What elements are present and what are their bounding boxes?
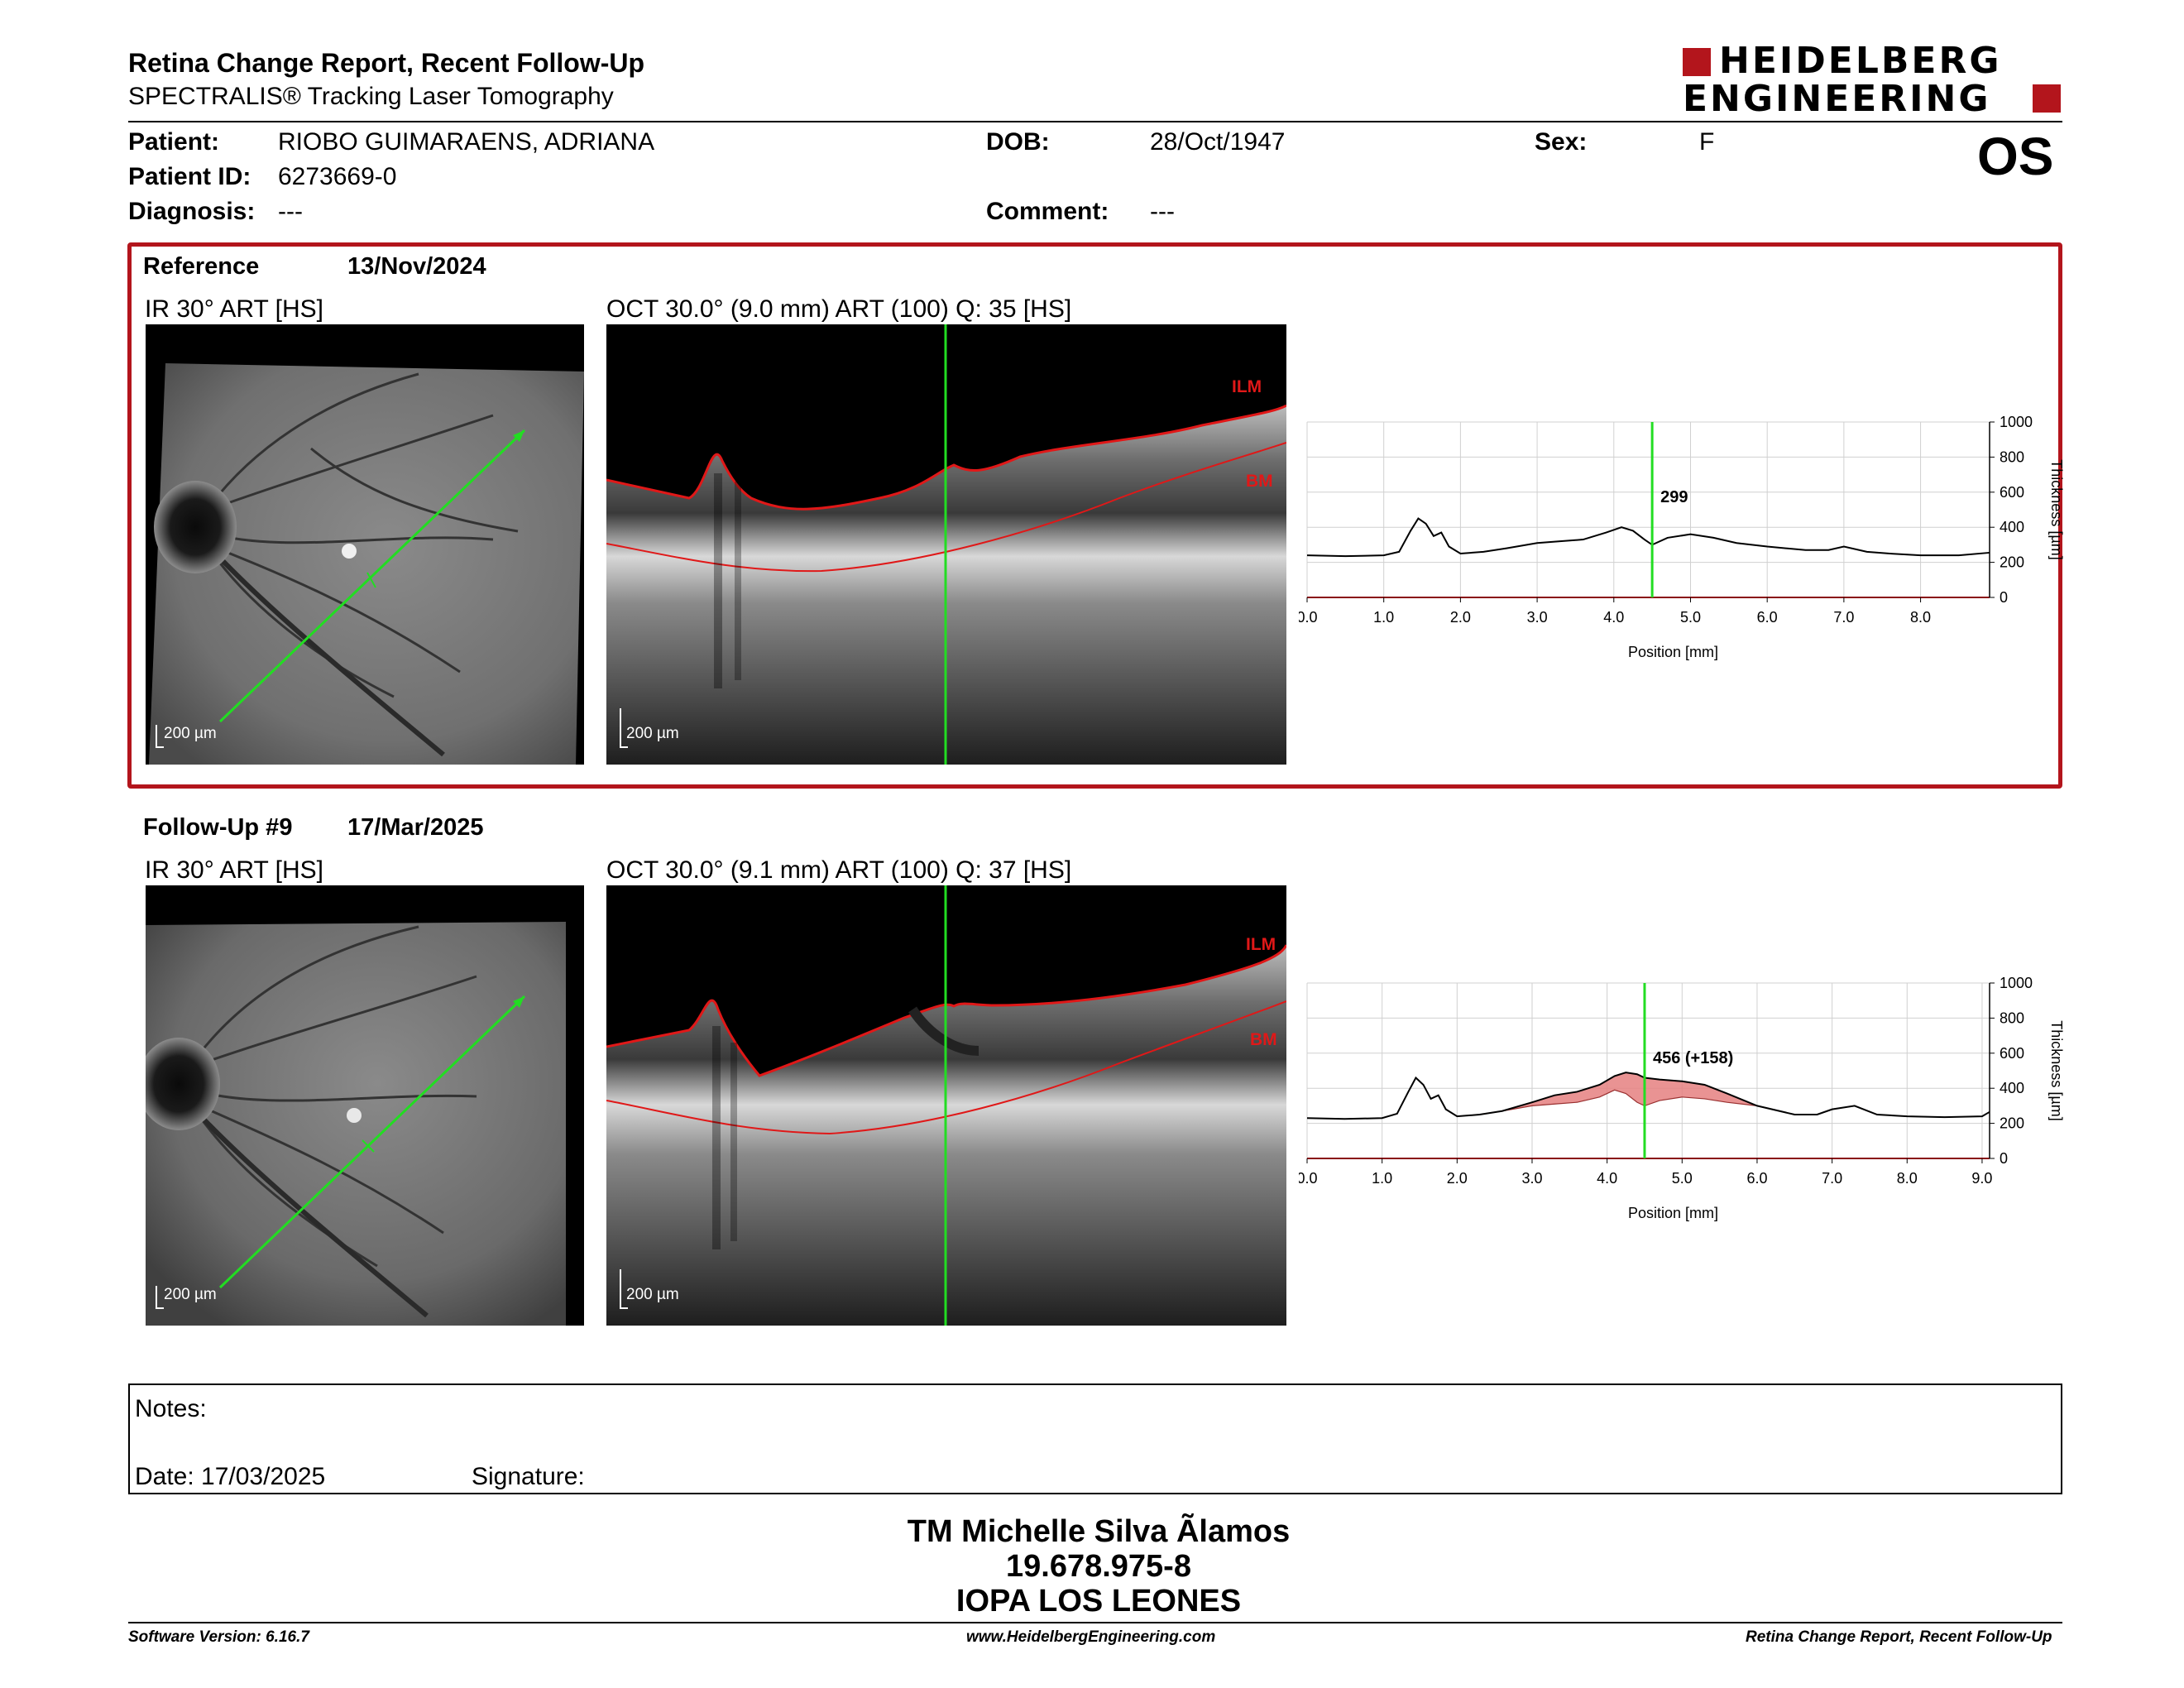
y-tick-label: 1000 [2000,414,2033,430]
x-tick-label: 8.0 [1910,609,1931,626]
reference-ir-image[interactable]: 200 µm [146,324,584,765]
signature-block: TM Michelle Silva Ãlamos 19.678.975-8 IO… [726,1514,1471,1618]
footer-website[interactable]: www.HeidelbergEngineering.com [966,1628,1216,1646]
y-tick-label: 200 [2000,1115,2024,1132]
comment-value: --- [1150,198,1175,225]
followup-thickness-chart[interactable]: 0.0 1.0 2.0 3.0 4.0 5.0 6.0 7.0 8.0 9.0 0 200 400 600… [1299,971,2068,1235]
y-tick-label: 0 [2000,589,2008,606]
notes-box[interactable] [128,1383,2062,1494]
comment-label: Comment: [986,198,1109,225]
x-tick-label: 5.0 [1680,609,1701,626]
thickness-line [1306,1072,1990,1120]
x-tick-label: 3.0 [1527,609,1548,626]
x-tick-label: 1.0 [1373,609,1394,626]
reference-label: Reference [143,253,260,280]
report-subtitle: SPECTRALIS® Tracking Laser Tomography [128,83,614,110]
followup-ir-caption: IR 30° ART [HS] [145,856,323,884]
reference-ir-scale: 200 µm [164,725,217,742]
followup-label: Follow-Up #9 [143,814,293,841]
x-tick-label: 9.0 [1971,1170,1992,1187]
footer-divider [128,1622,2062,1623]
footer-software: Software Version: 6.16.7 [128,1628,309,1646]
patient-id-value: 6273669-0 [278,163,397,190]
y-axis-label: Thickness [µm] [2048,1020,2065,1120]
logo-line-1: HEIDELBERG [1719,40,2002,82]
scan-line [218,995,526,1289]
sex-label: Sex: [1535,128,1588,156]
x-tick-label: 7.0 [1833,609,1854,626]
x-tick-label: 0.0 [1299,609,1318,626]
reference-oct-caption: OCT 30.0° (9.0 mm) ART (100) Q: 35 [HS] [606,295,1072,323]
y-tick-label: 800 [2000,1009,2024,1026]
y-axis-label: Thickness [µm] [2048,459,2065,559]
y-tick-label: 400 [2000,1080,2024,1096]
x-tick-label: 0.0 [1299,1170,1318,1187]
followup-date: 17/Mar/2025 [347,814,484,841]
followup-ilm-label: ILM [1246,935,1276,954]
dob-value: 28/Oct/1947 [1150,128,1286,156]
thickness-change-area [1307,1072,1990,1120]
cursor-value-label: 456 (+158) [1653,1049,1733,1067]
reference-ilm-label: ILM [1232,377,1262,396]
x-tick-label: 2.0 [1447,1170,1468,1187]
x-tick-label: 4.0 [1603,609,1624,626]
followup-ir-image[interactable]: 200 µm [146,885,584,1326]
y-tick-label: 1000 [2000,975,2033,991]
x-tick-label: 5.0 [1672,1170,1693,1187]
reference-thickness-chart[interactable]: 0.0 1.0 2.0 3.0 4.0 5.0 6.0 7.0 8.0 0 200 400 600 800… [1299,410,2068,674]
signature-name: TM Michelle Silva Ãlamos [907,1514,1291,1549]
y-tick-label: 0 [2000,1150,2008,1167]
x-tick-label: 6.0 [1746,1170,1767,1187]
followup-oct-scale: 200 µm [626,1286,679,1303]
followup-ir-scale: 200 µm [164,1286,217,1303]
footer-report: Retina Change Report, Recent Follow-Up [1746,1628,2052,1646]
x-tick-label: 1.0 [1372,1170,1392,1187]
x-tick-label: 8.0 [1897,1170,1918,1187]
signature-rut: 19.678.975-8 [1006,1549,1191,1584]
thickness-line [1306,517,1990,558]
reference-frame [127,242,2062,789]
logo-line-2: ENGINEERING [1683,78,1991,120]
x-axis-label: Position [mm] [1628,644,1718,660]
followup-oct-caption: OCT 30.0° (9.1 mm) ART (100) Q: 37 [HS] [606,856,1072,884]
y-tick-label: 600 [2000,484,2024,501]
signature-place: IOPA LOS LEONES [956,1584,1242,1618]
patient-name: RIOBO GUIMARAENS, ADRIANA [278,128,655,156]
patient-label: Patient: [128,128,220,156]
logo-red-square-bottom [2033,84,2061,113]
y-tick-label: 200 [2000,554,2024,571]
cursor-value-label: 299 [1660,488,1688,506]
x-tick-label: 3.0 [1521,1170,1542,1187]
x-tick-label: 7.0 [1822,1170,1842,1187]
report-title: Retina Change Report, Recent Follow-Up [128,48,645,78]
heidelberg-logo: HEIDELBERG ENGINEERING [1683,41,2063,120]
reference-oct-image[interactable]: ILM BM 200 µm [606,324,1286,765]
dob-label: DOB: [986,128,1050,156]
signature-label: Signature: [472,1463,585,1490]
diagnosis-label: Diagnosis: [128,198,256,225]
followup-oct-image[interactable]: ILM BM 200 µm [606,885,1286,1326]
sex-value: F [1699,128,1715,156]
diagnosis-value: --- [278,198,303,225]
y-tick-label: 400 [2000,519,2024,535]
notes-label: Notes: [135,1395,207,1422]
followup-bm-label: BM [1250,1030,1277,1049]
reference-oct-scale: 200 µm [626,725,679,742]
x-tick-label: 4.0 [1597,1170,1617,1187]
y-tick-label: 800 [2000,448,2024,465]
reference-ir-caption: IR 30° ART [HS] [145,295,323,323]
x-tick-label: 6.0 [1757,609,1778,626]
reference-date: 13/Nov/2024 [347,253,486,280]
patient-id-label: Patient ID: [128,163,251,190]
logo-red-square-top [1683,48,1711,76]
x-tick-label: 2.0 [1450,609,1471,626]
notes-date: Date: 17/03/2025 [135,1463,326,1490]
y-tick-label: 600 [2000,1045,2024,1062]
x-axis-label: Position [mm] [1628,1205,1718,1221]
scan-line [218,429,526,723]
reference-bm-label: BM [1246,472,1273,491]
eye-indicator: OS [1977,127,2054,186]
header-divider [128,121,2062,122]
